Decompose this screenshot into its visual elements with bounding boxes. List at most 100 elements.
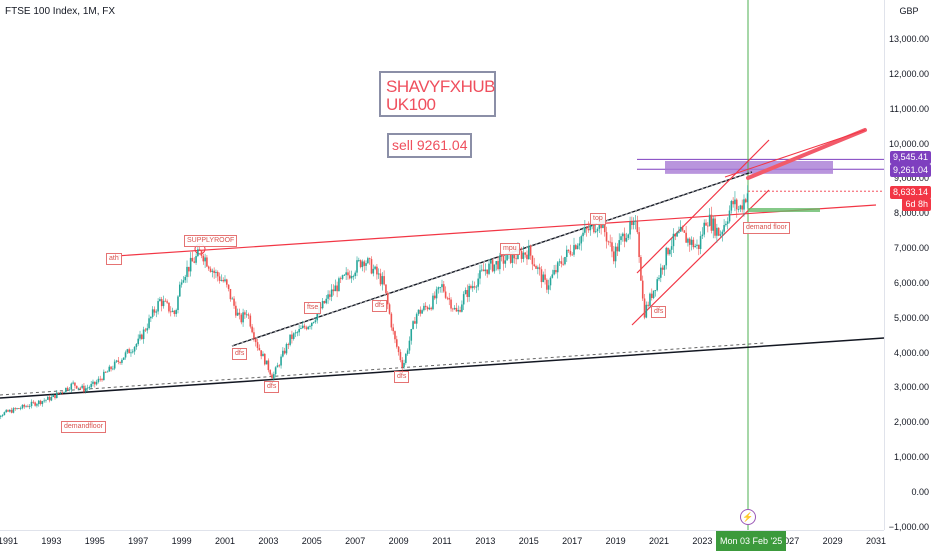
candle-body: [291, 334, 293, 339]
symbol-title[interactable]: FTSE 100 Index, 1M, FX: [5, 6, 116, 17]
candle-body: [495, 261, 498, 265]
price-chart[interactable]: [0, 0, 884, 530]
note-dfs-2009[interactable]: dfs: [394, 371, 410, 383]
candle-body: [446, 297, 449, 299]
note-top-2018[interactable]: top: [590, 213, 606, 225]
candle-body: [414, 321, 416, 324]
candle-body: [311, 322, 313, 327]
candle-body: [211, 270, 214, 272]
note-dfs-2003[interactable]: dfs: [264, 381, 280, 393]
candle-body: [245, 314, 248, 316]
candle-body: [352, 275, 355, 277]
note-dfs-2020[interactable]: dfs: [651, 306, 667, 318]
price-tag-sell[interactable]: 9,261.04: [889, 164, 931, 177]
note-dfs-2001[interactable]: dfs: [232, 348, 248, 360]
candle-body: [345, 272, 347, 275]
price-tick-label: 8,000.00: [893, 208, 929, 219]
cursor-date-tag: Mon 03 Feb '25: [716, 531, 787, 551]
candle-body: [500, 255, 503, 257]
price-tick-label: 11,000.00: [889, 103, 929, 114]
candle-body: [106, 371, 109, 373]
candle-body: [699, 236, 702, 249]
note-demand-floor[interactable]: demand floor: [743, 222, 790, 234]
candle-body: [52, 394, 55, 398]
title-line-2: UK100: [386, 95, 436, 114]
candle-body: [444, 291, 447, 298]
candle-body: [197, 249, 199, 257]
candle-body: [374, 266, 376, 269]
candle-body: [150, 316, 152, 319]
price-axis[interactable]: GBP 13,000.00 12,000.00 11,000.00 10,000.00…: [884, 0, 932, 532]
candle-body: [421, 310, 423, 314]
candle-body: [486, 269, 489, 274]
candle-body: [685, 232, 687, 243]
long-term-support-line: [0, 337, 884, 399]
note-supplyroof[interactable]: SUPPLYROOF: [184, 235, 238, 247]
candle-body: [327, 294, 329, 299]
candle-body: [468, 285, 470, 297]
candle-body: [139, 334, 141, 339]
note-ath[interactable]: ath: [106, 253, 122, 265]
note-mpu[interactable]: mpu: [500, 243, 520, 255]
note-ftse[interactable]: ftse: [304, 302, 322, 314]
candle-body: [354, 272, 356, 276]
currency-label[interactable]: GBP: [899, 6, 919, 16]
candle-body: [117, 360, 120, 362]
candle-body: [23, 404, 26, 407]
candle-body: [61, 392, 64, 393]
time-tick-label: 2005: [301, 536, 322, 546]
candle-body: [86, 387, 89, 389]
candle-body: [669, 249, 671, 255]
candle-body: [262, 353, 264, 357]
candle-body: [443, 284, 445, 292]
candle-body: [75, 385, 78, 389]
candle-body: [124, 352, 127, 358]
candle-body: [714, 218, 716, 236]
candle-body: [674, 233, 677, 237]
candle-body: [464, 290, 467, 295]
sell-annotation[interactable]: sell 9261.04: [387, 133, 472, 158]
candle-body: [365, 263, 367, 266]
price-tag-last[interactable]: 8,633.14: [889, 186, 931, 199]
candle-body: [383, 276, 385, 285]
candle-body: [567, 249, 570, 251]
candle-body: [113, 361, 116, 369]
price-tag-upper[interactable]: 9,545.41: [889, 151, 931, 164]
candle-body: [611, 242, 613, 252]
candle-body: [688, 238, 691, 245]
candle-body: [392, 327, 394, 332]
candle-body: [473, 286, 476, 288]
candle-body: [276, 365, 279, 368]
candle-body: [54, 394, 56, 399]
bar-countdown: 6d 8h: [902, 198, 931, 211]
candle-body: [321, 300, 324, 309]
time-axis[interactable]: 1991 1993 1995 1997 1999 2001 2003 2005 2007 2009…: [0, 530, 886, 551]
candle-body: [146, 328, 149, 331]
candle-body: [303, 325, 306, 328]
chart-area[interactable]: FTSE 100 Index, 1M, FX SHAVYFXHUB UK100 …: [0, 0, 884, 530]
candle-body: [339, 278, 342, 280]
candle-body: [518, 249, 521, 252]
candle-body: [273, 374, 275, 379]
candle-body: [415, 314, 418, 324]
note-dfs-2008[interactable]: dfs: [372, 300, 388, 312]
candle-body: [25, 406, 27, 408]
candle-body: [282, 350, 284, 357]
candle-body: [475, 286, 478, 288]
candle-body: [650, 293, 653, 298]
candle-body: [254, 338, 257, 343]
time-tick-label: 2027: [779, 536, 800, 546]
candle-body: [253, 332, 255, 339]
candle-body: [641, 280, 644, 299]
channel-upper: [636, 139, 770, 274]
candle-body: [66, 387, 69, 390]
candle-body: [676, 232, 678, 237]
candle-body: [667, 247, 669, 255]
title-annotation[interactable]: SHAVYFXHUB UK100: [379, 71, 496, 117]
lightning-icon[interactable]: ⚡: [740, 509, 756, 525]
note-demandfloor[interactable]: demandfloor: [61, 421, 106, 433]
candle-body: [27, 406, 29, 408]
candle-body: [734, 199, 736, 205]
candle-body: [553, 270, 555, 275]
candle-body: [128, 349, 130, 354]
